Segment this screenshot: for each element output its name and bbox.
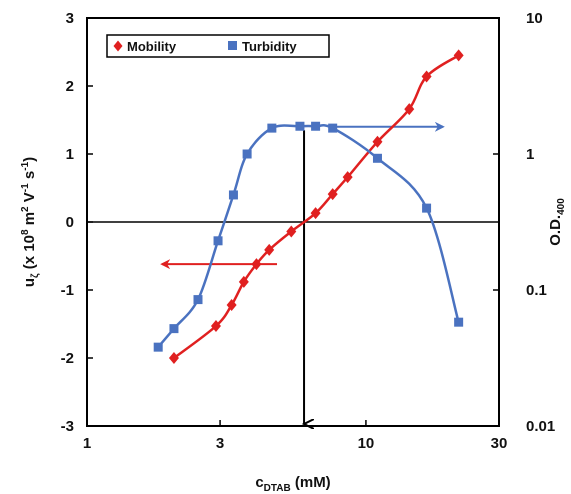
legend-turbidity-label: Turbidity bbox=[242, 39, 297, 54]
mobility-point bbox=[342, 171, 353, 184]
mobility-point bbox=[421, 70, 432, 83]
y-axis-right-label: O.D.400 bbox=[547, 198, 567, 246]
turbidity-point bbox=[372, 153, 382, 163]
legend-mobility-label: Mobility bbox=[127, 39, 177, 54]
mobility-point bbox=[251, 258, 262, 271]
y-right-tick-label: 0.01 bbox=[526, 418, 555, 435]
axis-ticks: 1 3 10 30 -3 -2 -1 0 1 2 3 0.01 0.1 1 10 bbox=[61, 10, 556, 452]
x-tick-label: 10 bbox=[358, 435, 375, 452]
turbidity-point bbox=[328, 123, 338, 133]
turbidity-point bbox=[267, 123, 277, 133]
y-left-tick-label: 1 bbox=[66, 146, 74, 163]
svg-text:uζ (x 108 m2 V-1 s-1): uζ (x 108 m2 V-1 s-1) bbox=[20, 157, 41, 287]
turbidity-point bbox=[454, 317, 464, 327]
mobility-line bbox=[173, 54, 460, 359]
x-tick-label: 1 bbox=[83, 435, 91, 452]
mobility-point bbox=[226, 298, 237, 311]
mobility-point bbox=[286, 225, 297, 238]
turbidity-point bbox=[295, 121, 305, 131]
legend-box bbox=[106, 34, 330, 58]
turbidity-point bbox=[153, 342, 163, 352]
y-right-tick-label: 0.1 bbox=[526, 282, 547, 299]
x-tick-label: 3 bbox=[216, 435, 224, 452]
turbidity-point bbox=[228, 190, 238, 200]
annotations bbox=[160, 121, 445, 424]
mobility-point bbox=[453, 49, 464, 62]
legend-mobility-marker bbox=[113, 40, 123, 52]
y-right-tick-label: 10 bbox=[526, 10, 543, 27]
mobility-point bbox=[372, 135, 383, 148]
turbidity-point bbox=[169, 324, 179, 334]
legend-turbidity-marker bbox=[228, 41, 237, 50]
y-left-tick-label: -2 bbox=[61, 350, 74, 367]
turbidity-point bbox=[242, 149, 252, 159]
y-left-tick-label: 0 bbox=[66, 214, 74, 231]
series-layer bbox=[153, 49, 464, 364]
turbidity-point bbox=[213, 236, 223, 246]
x-tick-label: 30 bbox=[491, 435, 508, 452]
turbidity-point bbox=[311, 121, 321, 131]
svg-text:O.D.400: O.D.400 bbox=[547, 198, 567, 246]
mobility-point bbox=[238, 275, 249, 288]
mobility-point bbox=[168, 352, 179, 364]
y-left-tick-label: 2 bbox=[66, 78, 74, 95]
legend: Mobility Turbidity bbox=[106, 34, 330, 58]
turbidity-point bbox=[193, 295, 203, 305]
y-left-tick-label: 3 bbox=[66, 10, 74, 27]
mobility-point bbox=[310, 207, 321, 220]
x-axis-label: cDTAB (mM) bbox=[255, 474, 330, 494]
turbidity-line bbox=[157, 124, 460, 348]
y-left-tick-label: -3 bbox=[61, 418, 74, 435]
mobility-point bbox=[264, 243, 275, 256]
y-axis-left-label: uζ (x 108 m2 V-1 s-1) bbox=[20, 157, 41, 287]
mobility-point bbox=[210, 320, 221, 333]
y-right-tick-label: 1 bbox=[526, 146, 534, 163]
mobility-point bbox=[327, 188, 338, 201]
y-left-tick-label: -1 bbox=[61, 282, 74, 299]
mobility-point bbox=[404, 103, 415, 116]
turbidity-point bbox=[422, 203, 432, 213]
